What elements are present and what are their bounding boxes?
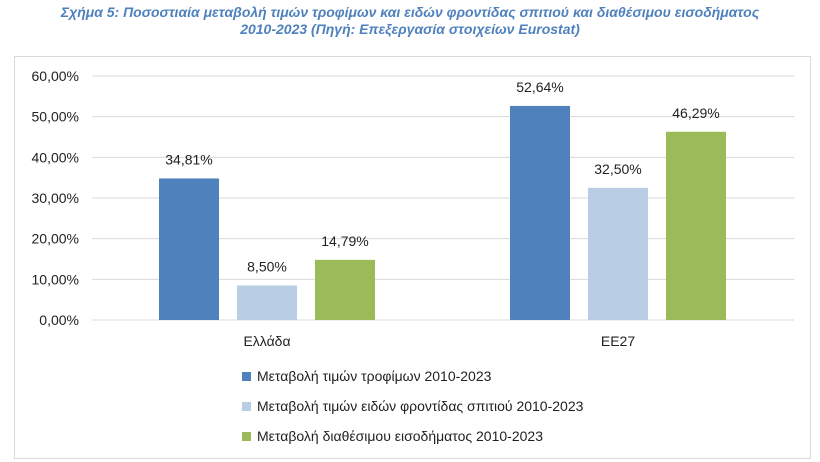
bar (237, 285, 297, 320)
data-label: 8,50% (247, 258, 287, 274)
y-tick-label: 40,00% (32, 149, 79, 165)
legend-swatch (242, 402, 251, 411)
legend-swatch (242, 432, 251, 441)
data-label: 14,79% (321, 233, 368, 249)
figure-title-line-2: 2010-2023 (Πηγή: Επεξεργασία στοιχείων E… (240, 21, 580, 37)
x-tick-label: ΕΕ27 (601, 333, 635, 349)
y-tick-label: 50,00% (32, 109, 79, 125)
data-label: 52,64% (516, 79, 563, 95)
figure-title-line-1: Σχήμα 5: Ποσοστιαία μεταβολή τιμών τροφί… (60, 4, 760, 20)
data-label: 34,81% (165, 151, 212, 167)
legend-swatch (242, 372, 251, 381)
y-tick-label: 60,00% (32, 68, 79, 84)
y-tick-label: 20,00% (32, 231, 79, 247)
bar (510, 105, 570, 320)
y-tick-label: 10,00% (32, 271, 79, 287)
bar (315, 259, 375, 320)
chart-frame (14, 56, 811, 459)
y-tick-label: 0,00% (39, 312, 79, 328)
bar (588, 187, 648, 320)
bar (666, 131, 726, 320)
data-label: 46,29% (672, 105, 719, 121)
legend-entry: Μεταβολή διαθέσιμου εισοδήματος 2010-202… (257, 428, 543, 444)
legend-entry: Μεταβολή τιμών τροφίμων 2010-2023 (257, 368, 492, 384)
x-tick-label: Ελλάδα (243, 333, 290, 349)
data-label: 32,50% (594, 161, 641, 177)
bar (159, 178, 219, 320)
y-tick-label: 30,00% (32, 190, 79, 206)
figure-title: Σχήμα 5: Ποσοστιαία μεταβολή τιμών τροφί… (0, 4, 820, 38)
legend-entry: Μεταβολή τιμών ειδών φροντίδας σπιτιού 2… (257, 398, 584, 414)
